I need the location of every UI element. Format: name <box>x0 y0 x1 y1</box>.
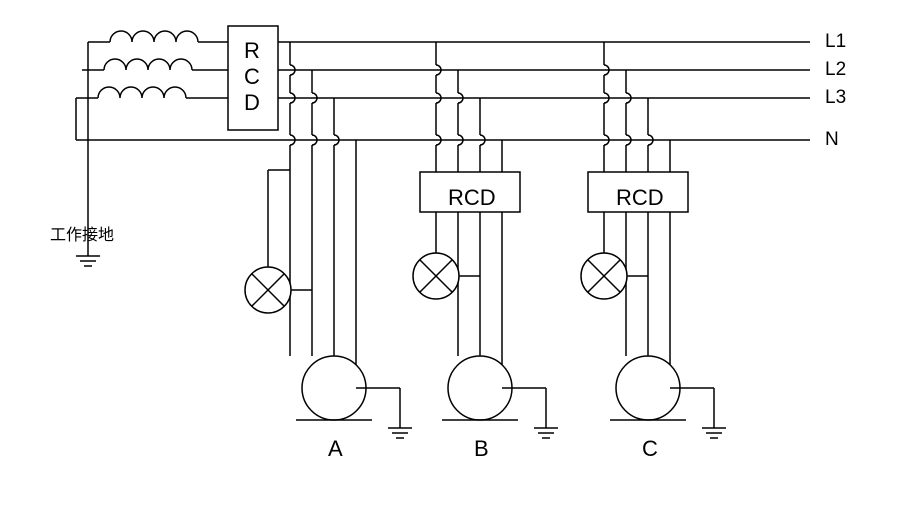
sub-rcd-label: RCD <box>448 185 496 210</box>
wire-arc <box>98 87 186 98</box>
schematic-canvas: 工作接地RCDL1L2L3NARCDBRCDC <box>0 0 900 511</box>
main-rcd-letter: C <box>244 64 260 89</box>
bus-label: L3 <box>825 87 846 108</box>
main-rcd-letter: R <box>244 38 260 63</box>
branch-label: C <box>642 436 658 461</box>
bus-label: L2 <box>825 59 846 80</box>
wire-arc <box>104 59 192 70</box>
wire-arc <box>110 31 198 42</box>
main-rcd-letter: D <box>244 90 260 115</box>
branch-label: B <box>474 436 489 461</box>
bus-label: N <box>825 129 839 150</box>
branch-label: A <box>328 436 343 461</box>
working-ground-label: 工作接地 <box>50 226 114 244</box>
bus-label: L1 <box>825 31 846 52</box>
sub-rcd-label: RCD <box>616 185 664 210</box>
